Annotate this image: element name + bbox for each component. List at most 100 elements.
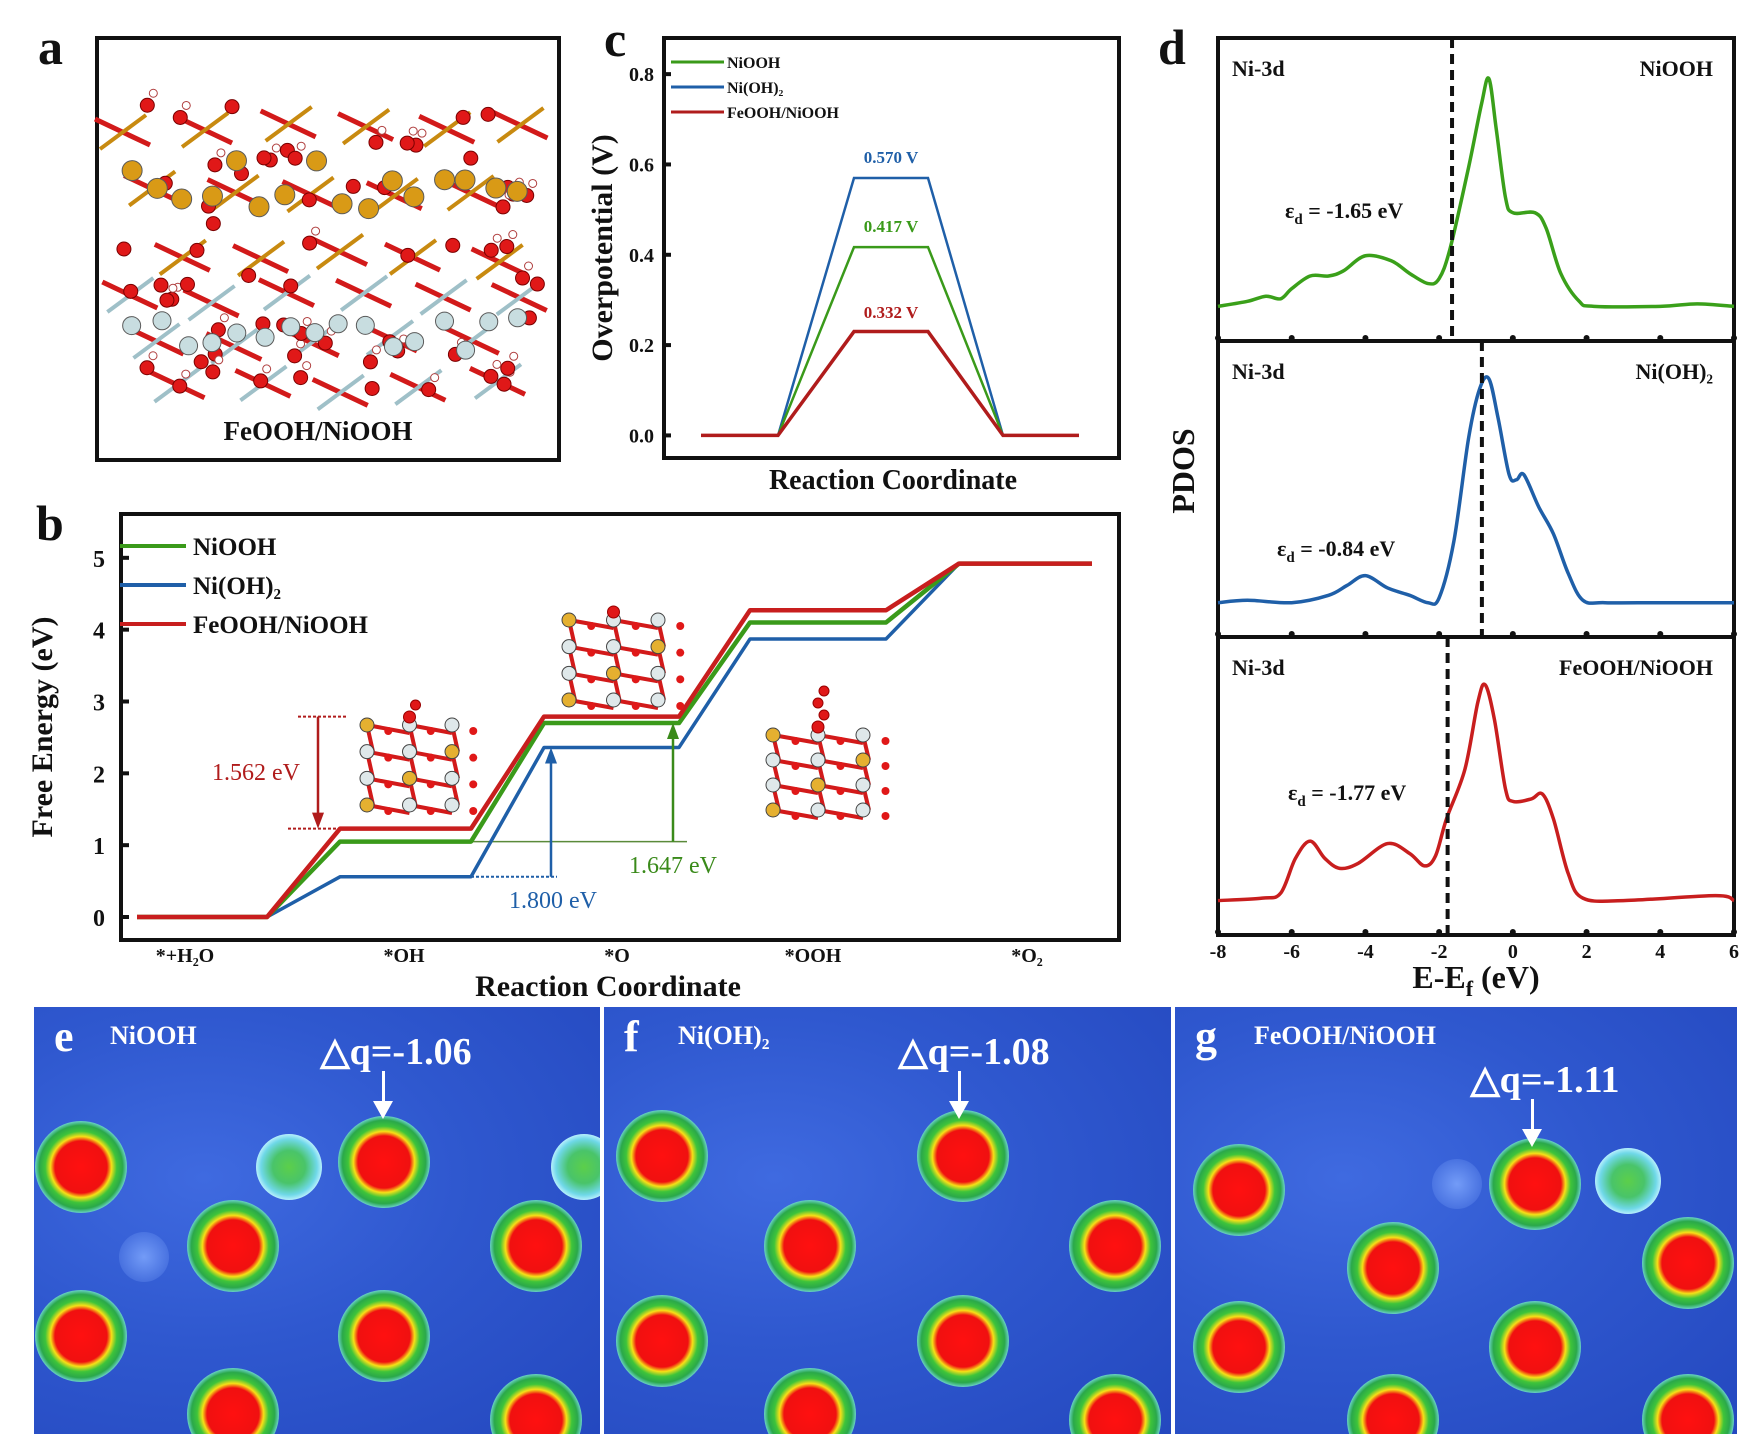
x-tick-label: 4 <box>1655 941 1665 963</box>
x-tick <box>1509 929 1516 935</box>
d-band-center-label: εd = -1.65 eV <box>1285 198 1403 228</box>
ni-atom-density <box>35 1290 127 1382</box>
ni-atom-density <box>490 1200 582 1292</box>
y-tick-label: 0.2 <box>629 335 654 357</box>
pdos-curve <box>1217 76 1735 309</box>
y-tick-label: 0 <box>93 906 105 932</box>
ni-atom-density <box>1069 1374 1161 1434</box>
small-atom-density <box>1595 1148 1661 1214</box>
x-tick-label: -2 <box>1431 941 1448 963</box>
legend-label: Ni(OH)₂ <box>727 80 784 97</box>
epsilon-symbol: ε <box>1285 198 1294 223</box>
ni-atom-density <box>616 1295 708 1387</box>
legend-label: FeOOH/NiOOH <box>727 105 840 122</box>
x-tick-label: 0 <box>1508 941 1518 963</box>
y-tick-label: 5 <box>93 547 105 573</box>
material-label: NiOOH <box>1640 56 1713 81</box>
panel-label-g: g <box>1195 1012 1217 1061</box>
legend-label: FeOOH/NiOOH <box>193 612 369 639</box>
ni-atom-density <box>490 1374 582 1434</box>
y-tick-label: 2 <box>93 762 105 788</box>
y-axis-label: Free Energy (eV) <box>26 616 59 837</box>
epsilon-symbol: ε <box>1277 536 1286 561</box>
y-tick-label: 1 <box>93 834 105 860</box>
x-tick <box>1436 929 1443 935</box>
peak-value-label: 0.570 V <box>864 148 919 167</box>
panel-a-caption: FeOOH/NiOOH <box>224 416 413 446</box>
x-category-label: *OOH <box>785 945 842 967</box>
arrow-head-icon <box>545 747 557 764</box>
epsilon-subscript: d <box>1286 550 1295 566</box>
orbital-label: Ni-3d <box>1232 359 1285 384</box>
panel-label-a: a <box>38 19 63 75</box>
ni-atom-density <box>917 1295 1009 1387</box>
charge-density-map-nioh2: f Ni(OH)₂ △q=-1.08 <box>604 1007 1171 1434</box>
epsilon-subscript: d <box>1297 794 1306 810</box>
o-adsorbate-structure-icon <box>561 605 685 710</box>
charge-density-map-feooh-niooh: g FeOOH/NiOOH △q=-1.11 <box>1175 1007 1737 1434</box>
x-tick <box>1362 929 1369 935</box>
oh-adsorbate-structure-icon <box>359 699 478 815</box>
x-category-label: *+H₂O <box>156 945 215 967</box>
x-tick <box>1657 929 1664 935</box>
energy-profile-niooh <box>137 561 1092 920</box>
x-tick-label: -6 <box>1283 941 1300 963</box>
x-category-label: *O <box>604 945 630 967</box>
ooh-adsorbate-structure-icon <box>765 685 890 820</box>
y-axis-label: PDOS <box>1165 428 1201 513</box>
ni-atom-density <box>1489 1301 1581 1393</box>
x-tick-label: 2 <box>1582 941 1592 963</box>
map-material-label: FeOOH/NiOOH <box>1254 1021 1436 1050</box>
epsilon-symbol: ε <box>1288 780 1297 805</box>
y-tick-label: 0.8 <box>629 64 654 86</box>
arrow-head-icon <box>667 723 679 740</box>
legend-label: NiOOH <box>727 55 781 72</box>
charge-transfer-label: △q=-1.08 <box>898 1031 1050 1073</box>
panel-label-b: b <box>36 495 64 551</box>
ni-atom-density <box>1489 1138 1581 1230</box>
x-tick <box>1731 929 1737 935</box>
ni-atom-density <box>1642 1374 1734 1434</box>
down-arrow-icon <box>1522 1099 1542 1147</box>
x-tick <box>1583 929 1590 935</box>
charge-transfer-label: △q=-1.11 <box>1470 1059 1620 1101</box>
pdos-subpanel-frame <box>1216 635 1736 937</box>
epsilon-value: = -0.84 eV <box>1295 536 1396 561</box>
charge-density-map-niooh: e NiOOH △q=-1.06 <box>34 1007 600 1434</box>
peak-value-label: 0.417 V <box>864 217 919 236</box>
energy-barrier-label: 1.647 eV <box>629 853 718 879</box>
panel-label-d: d <box>1158 19 1186 75</box>
ni-atom-density <box>1347 1374 1439 1434</box>
ni-atom-density <box>338 1116 430 1208</box>
faint-atom-density <box>119 1232 169 1282</box>
d-band-center-label: εd = -0.84 eV <box>1277 536 1395 566</box>
ni-atom-density <box>764 1368 856 1434</box>
orbital-label: Ni-3d <box>1232 56 1285 81</box>
panel-b-frame <box>119 512 1121 942</box>
panel-label-c: c <box>604 11 627 67</box>
material-label: Ni(OH)₂ <box>1636 359 1714 384</box>
energy-profile-nioh <box>137 561 1092 919</box>
energy-barrier-label: 1.800 eV <box>509 888 598 914</box>
ni-atom-density <box>1642 1217 1734 1309</box>
x-axis-label-unit: (eV) <box>1473 959 1540 995</box>
ni-atom-density <box>1193 1144 1285 1236</box>
x-axis-label: Reaction Coordinate <box>769 465 1017 496</box>
x-axis-label: E-Ef (eV) <box>1412 959 1539 1001</box>
x-category-label: *OH <box>383 945 425 967</box>
pdos-subpanel-frame <box>1216 339 1736 639</box>
panel-label-e: e <box>54 1012 74 1061</box>
y-tick-label: 0.0 <box>629 425 654 447</box>
epsilon-value: = -1.65 eV <box>1303 198 1404 223</box>
panel-label-f: f <box>624 1012 639 1061</box>
small-atom-density <box>551 1134 600 1200</box>
ni-atom-density <box>1069 1200 1161 1292</box>
orbital-label: Ni-3d <box>1232 655 1285 680</box>
ni-atom-density <box>338 1290 430 1382</box>
arrow-head-icon <box>312 812 324 829</box>
ni-atom-density <box>764 1200 856 1292</box>
ni-atom-density <box>35 1121 127 1213</box>
ni-atom-density <box>616 1110 708 1202</box>
legend-label: NiOOH <box>193 534 277 561</box>
